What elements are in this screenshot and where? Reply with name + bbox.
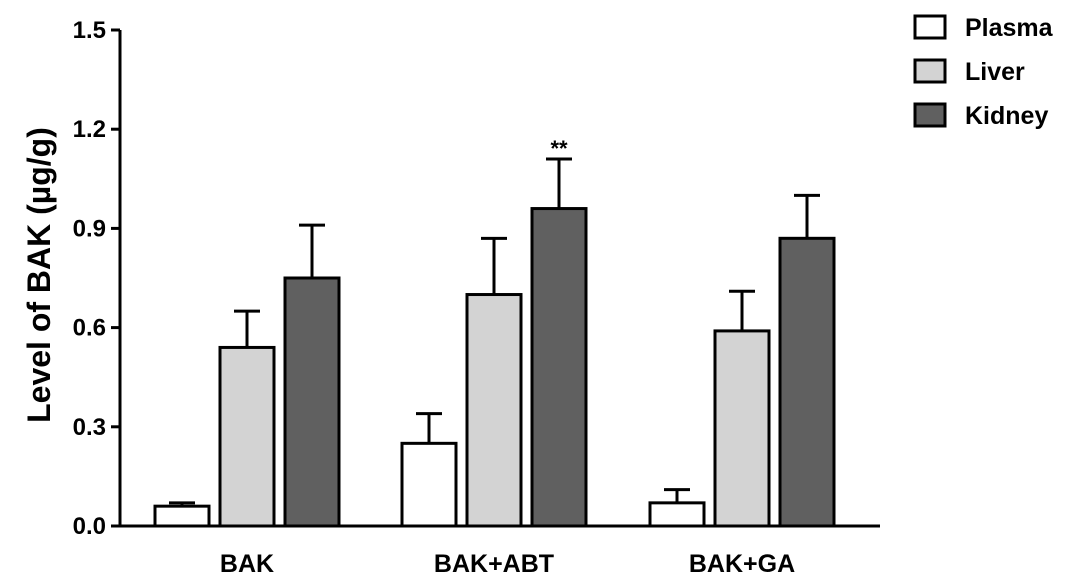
y-tick-label: 0.0 [73,513,106,540]
legend-swatch-kidney [913,102,947,128]
bar-kidney [283,276,341,528]
bar-liver [713,329,771,528]
x-axis: BAK BAK+ABT BAK+GA [120,524,880,577]
x-tick-label: BAK+GA [689,550,795,577]
legend-label: Kidney [965,102,1048,130]
y-tick-label: 1.5 [73,17,106,44]
y-axis: 0.0 0.3 0.6 0.9 1.2 1.5 [73,17,122,540]
bar-plasma [153,504,211,528]
x-tick-label: BAK [220,550,274,577]
bars: ** [153,136,836,528]
bar-liver [465,293,523,528]
y-axis-label: Level of BAK (µg/g) [21,127,57,423]
significance-annotation: ** [550,136,568,161]
legend-swatch-plasma [913,14,947,40]
y-tick-label: 0.6 [73,315,106,342]
bar-plasma [648,501,706,528]
bar-kidney [778,236,836,528]
legend-label: Liver [965,58,1025,86]
y-tick-label: 1.2 [73,116,106,143]
bar-kidney [530,207,588,528]
x-tick-label: BAK+ABT [434,550,554,577]
bar-plasma [400,441,458,528]
y-tick-label: 0.9 [73,215,106,242]
legend: Plasma Liver Kidney [913,14,1054,130]
y-tick-label: 0.3 [73,414,106,441]
bar-liver [218,345,276,528]
legend-swatch-liver [913,58,947,84]
legend-label: Plasma [965,14,1054,42]
